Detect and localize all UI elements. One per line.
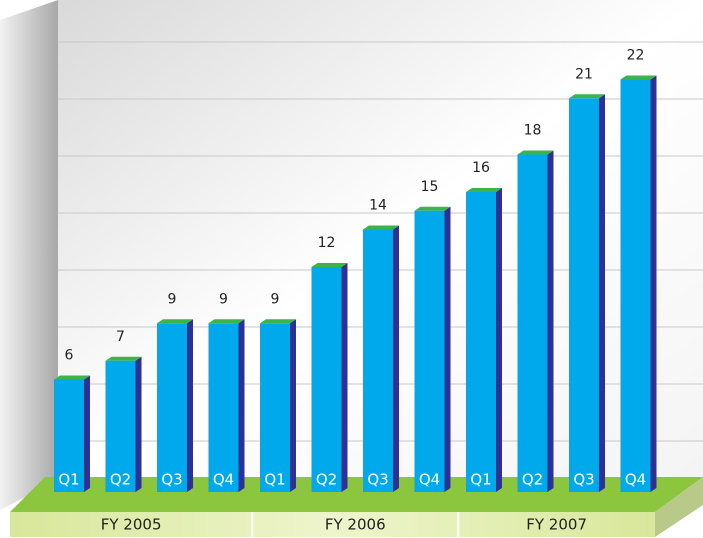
bar-side: [238, 319, 245, 492]
bar-front: [414, 210, 445, 492]
bar-front: [208, 323, 239, 492]
bar: [569, 94, 605, 492]
bar-front: [517, 154, 548, 492]
bar-top: [311, 263, 348, 267]
category-label: Q2: [110, 471, 131, 489]
bar-side: [187, 319, 193, 492]
data-label: 9: [168, 291, 177, 307]
data-label: 16: [472, 160, 490, 176]
category-label: Q2: [522, 471, 543, 489]
bar-front: [54, 379, 84, 492]
bar-top: [54, 375, 90, 380]
data-label: 14: [369, 198, 387, 214]
bar: [54, 375, 90, 492]
side-wall: [0, 0, 58, 510]
bar-top: [105, 356, 142, 361]
data-label: 12: [318, 235, 336, 251]
bar: [311, 263, 348, 492]
bar-front: [157, 323, 187, 492]
bar: [414, 206, 451, 492]
bar-top: [517, 150, 554, 155]
bar-front: [311, 267, 342, 492]
bar-top: [157, 319, 193, 324]
bar-top: [363, 225, 399, 230]
category-label: Q4: [625, 471, 646, 489]
category-label: Q1: [470, 471, 491, 489]
category-label: Q4: [213, 471, 234, 489]
category-label: Q2: [316, 471, 337, 489]
group-label: FY 2007: [526, 516, 587, 534]
data-label: 6: [65, 348, 74, 364]
bar-top: [466, 188, 502, 192]
bar-side: [393, 225, 399, 492]
data-label: 21: [575, 66, 593, 82]
data-label: 9: [219, 291, 228, 307]
bar-front: [620, 79, 651, 492]
data-label: 9: [271, 291, 280, 307]
bar-top: [260, 319, 296, 324]
category-label: Q1: [264, 471, 285, 489]
group-label: FY 2005: [101, 516, 162, 534]
bar-side: [135, 356, 142, 492]
bar-front: [569, 98, 599, 492]
data-label: 18: [524, 123, 542, 139]
category-label: Q1: [58, 471, 79, 489]
bar-top: [414, 206, 451, 211]
bar-side: [496, 188, 502, 492]
bar: [105, 356, 142, 492]
data-label: 22: [627, 48, 645, 64]
category-label: Q4: [419, 471, 440, 489]
bar-side: [84, 375, 90, 492]
bar-side: [547, 150, 554, 492]
bar-top: [620, 75, 657, 80]
bar-front: [363, 229, 393, 492]
bar: [466, 188, 502, 492]
bar: [260, 319, 296, 492]
data-label: 7: [116, 329, 125, 345]
category-label: Q3: [161, 471, 182, 489]
bar: [620, 75, 657, 492]
bar-side: [650, 75, 657, 492]
bar: [208, 319, 245, 492]
bar-front: [466, 192, 496, 492]
bar-front: [260, 323, 290, 492]
floor-side: [655, 477, 703, 537]
bar-top: [208, 319, 245, 324]
category-label: Q3: [573, 471, 594, 489]
category-label: Q3: [367, 471, 388, 489]
bar: [517, 150, 554, 492]
data-label: 15: [421, 179, 439, 195]
bar-side: [341, 263, 348, 492]
bar-side: [444, 206, 451, 492]
bar: [363, 225, 399, 492]
bar-side: [290, 319, 296, 492]
category-strip: [10, 512, 655, 537]
bar-top: [569, 94, 605, 99]
bar-side: [599, 94, 605, 492]
bar-front: [105, 360, 136, 492]
group-label: FY 2006: [325, 516, 386, 534]
bar: [157, 319, 193, 492]
